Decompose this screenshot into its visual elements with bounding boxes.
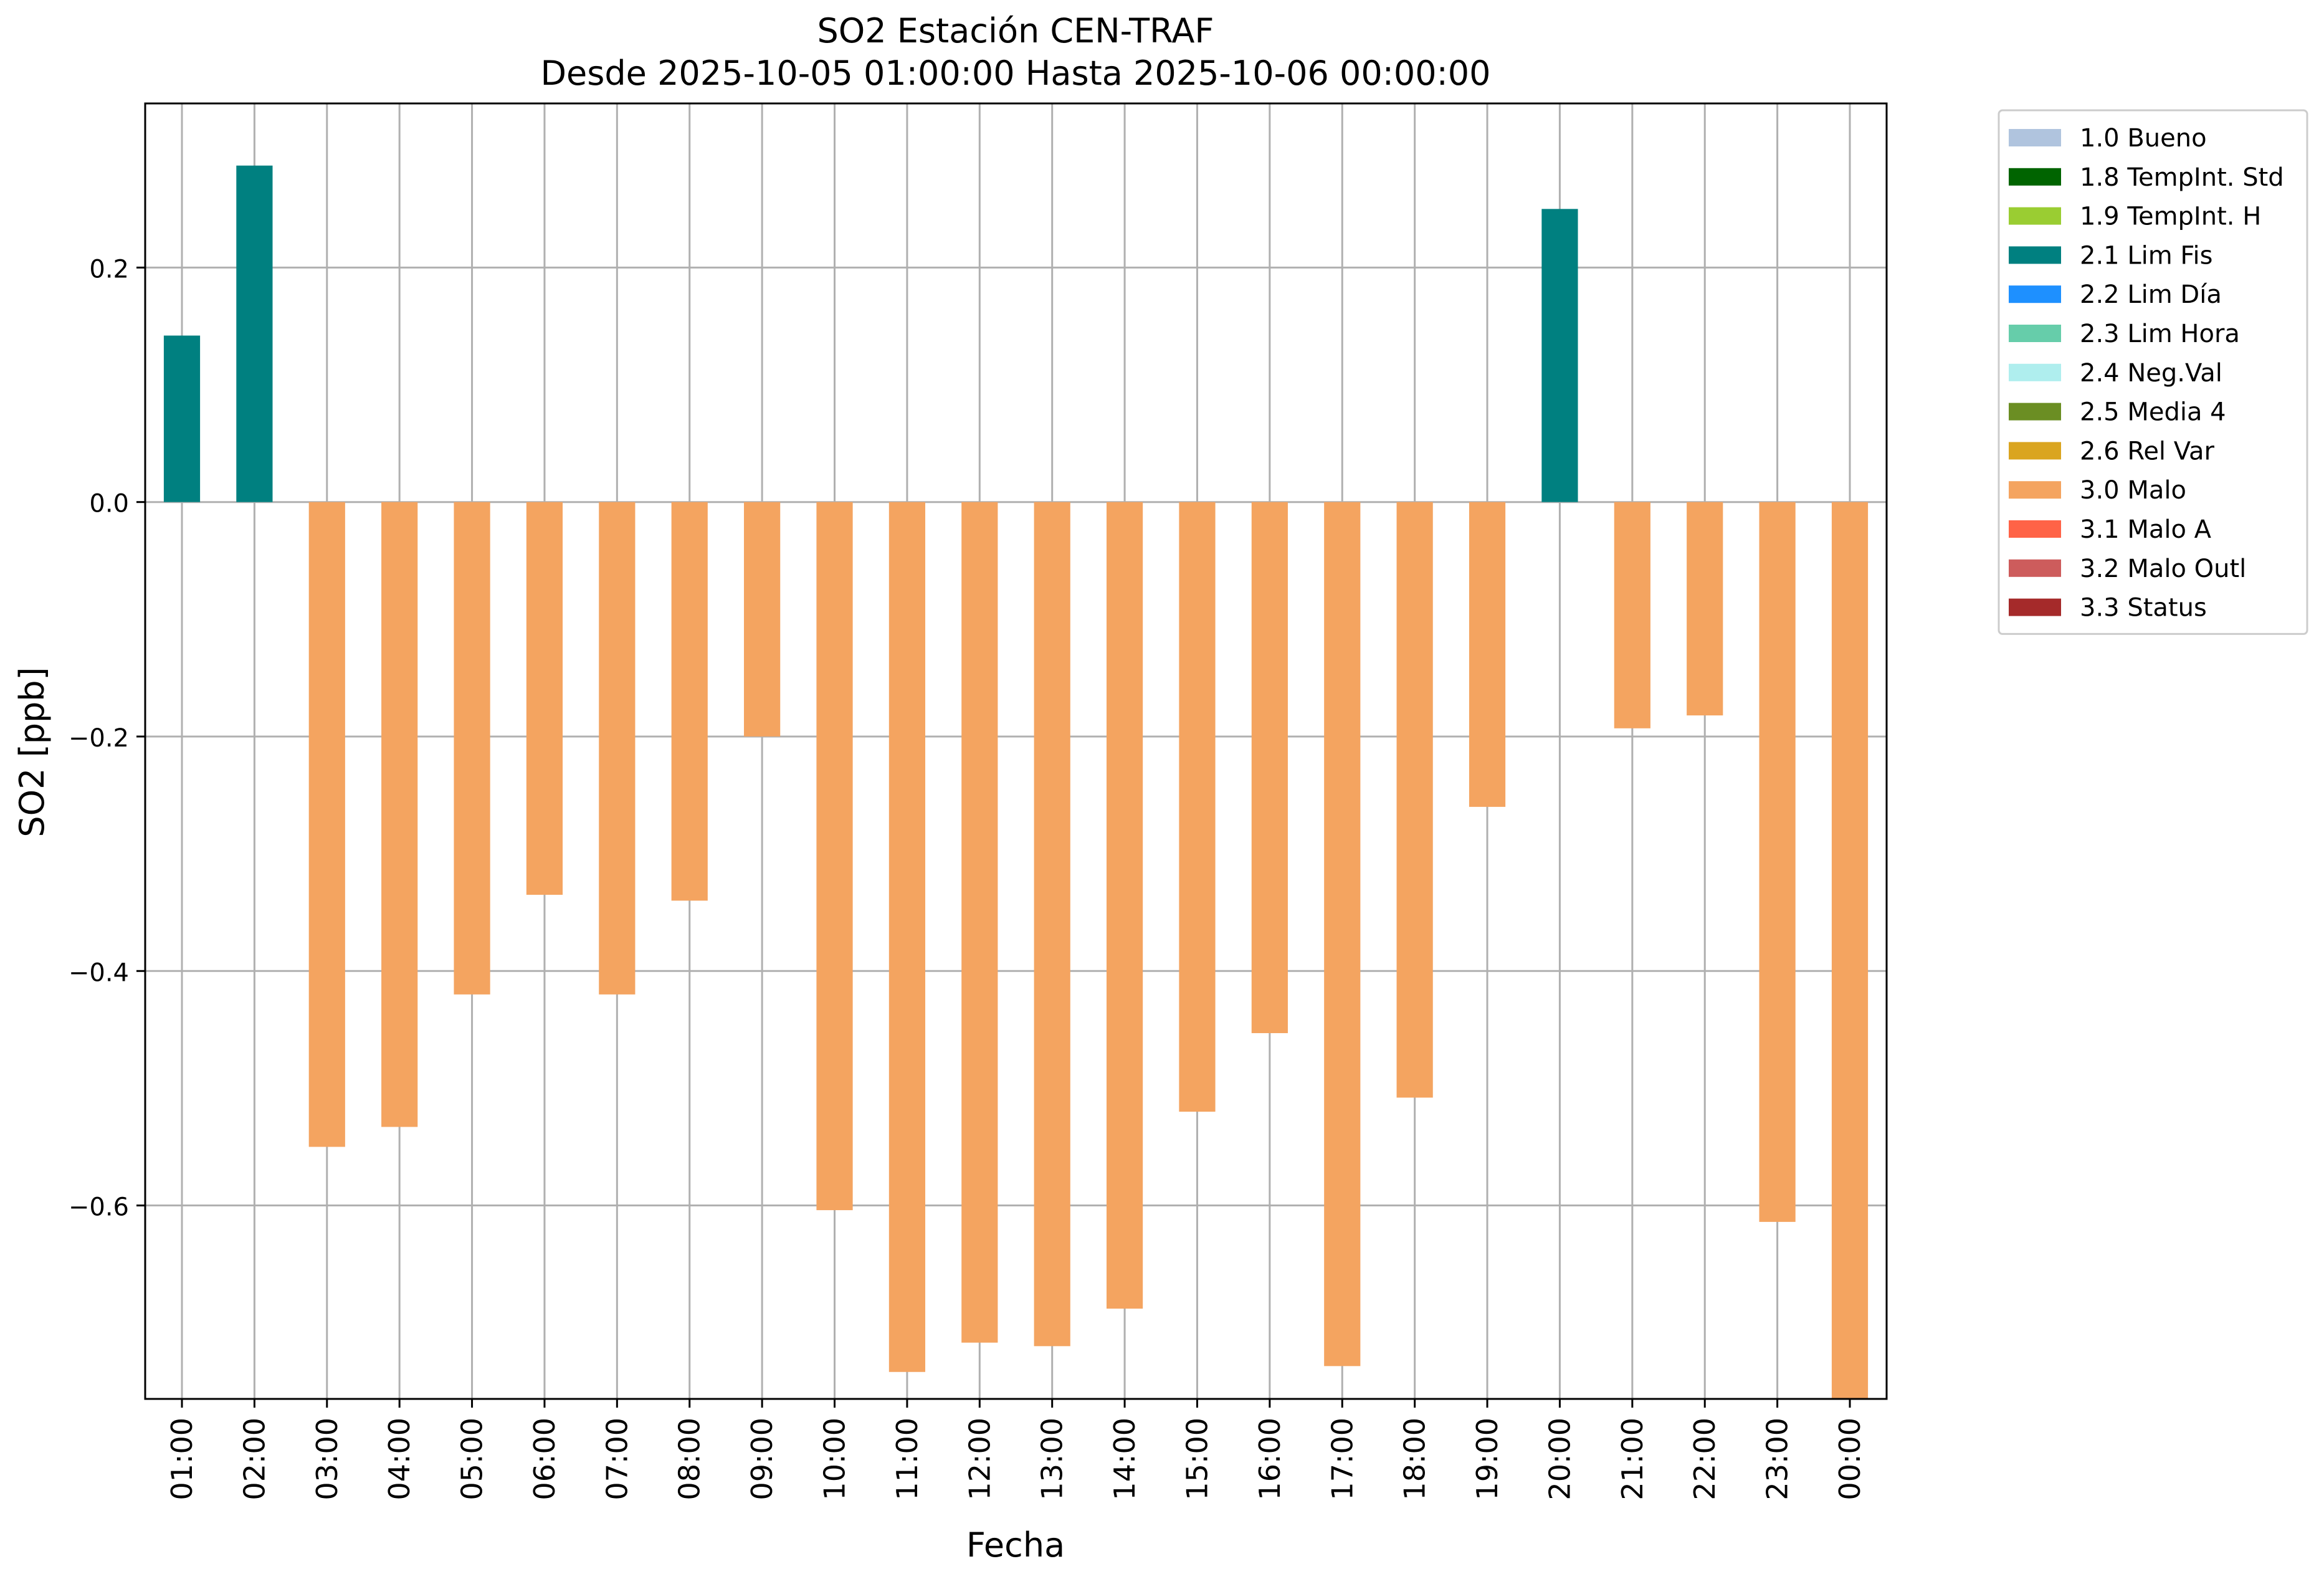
chart-subtitle: Desde 2025-10-05 01:00:00 Hasta 2025-10-… (540, 54, 1490, 93)
legend-swatch (2009, 325, 2061, 342)
y-axis-label: SO2 [ppb] (12, 667, 52, 837)
bar (816, 502, 853, 1211)
legend-label: 2.1 Lim Fis (2080, 241, 2212, 270)
x-tick-label: 11:00 (890, 1418, 924, 1500)
bar (1687, 502, 1723, 716)
x-tick-label: 01:00 (165, 1418, 199, 1500)
y-tick-label: −0.6 (69, 1193, 129, 1222)
legend-swatch (2009, 168, 2061, 186)
bar (1179, 502, 1216, 1112)
x-tick-label: 18:00 (1398, 1418, 1432, 1500)
bar (1034, 502, 1070, 1347)
bar (1759, 502, 1796, 1222)
legend-swatch (2009, 285, 2061, 303)
x-tick-label: 06:00 (528, 1418, 561, 1500)
bar (526, 502, 563, 895)
legend-label: 2.4 Neg.Val (2080, 359, 2222, 388)
legend-swatch (2009, 207, 2061, 225)
x-tick-label: 09:00 (745, 1418, 779, 1500)
plot-frame (144, 102, 1888, 1400)
legend-swatch (2009, 559, 2061, 577)
x-tick-label: 04:00 (383, 1418, 416, 1500)
x-tick-label: 02:00 (237, 1418, 271, 1500)
y-tick-label: 0.2 (89, 255, 129, 284)
x-tick-label: 15:00 (1180, 1418, 1214, 1500)
bar (308, 502, 345, 1147)
bar (961, 502, 998, 1343)
x-tick-label: 19:00 (1470, 1418, 1504, 1500)
bar (671, 502, 708, 901)
legend-swatch (2009, 246, 2061, 264)
x-tick-label: 07:00 (600, 1418, 634, 1500)
bar (454, 502, 490, 995)
legend-swatch (2009, 598, 2061, 616)
bar (1469, 502, 1506, 807)
bar (163, 335, 201, 502)
y-tick-label: 0.0 (89, 490, 129, 518)
bar (1106, 502, 1143, 1309)
legend-label: 3.0 Malo (2080, 476, 2186, 505)
x-tick-label: 05:00 (455, 1418, 489, 1500)
legend-box (1998, 109, 2308, 635)
bar (744, 502, 781, 737)
legend-swatch (2009, 129, 2061, 146)
x-tick-label: 17:00 (1325, 1418, 1359, 1500)
x-axis-label: Fecha (966, 1525, 1065, 1565)
bars-group (163, 165, 1869, 1399)
legend-label: 1.8 TempInt. Std (2080, 163, 2284, 192)
legend-label: 2.2 Lim Día (2080, 280, 2222, 309)
legend-label: 2.3 Lim Hora (2080, 320, 2240, 348)
bar (1614, 502, 1650, 728)
legend-label: 1.0 Bueno (2080, 124, 2207, 153)
legend-swatch (2009, 403, 2061, 421)
x-tick-label: 14:00 (1108, 1418, 1141, 1500)
bar (1251, 502, 1288, 1033)
legend: 1.0 Bueno 1.8 TempInt. Std 1.9 TempInt. H 2… (1998, 109, 2308, 635)
legend-swatch (2009, 363, 2061, 381)
legend-swatch (2009, 481, 2061, 499)
x-tick-label: 21:00 (1616, 1418, 1649, 1500)
legend-label: 2.6 Rel Var (2080, 437, 2215, 465)
x-tick-label: 20:00 (1543, 1418, 1576, 1500)
x-tick-label: 00:00 (1833, 1418, 1867, 1500)
legend-label: 1.9 TempInt. H (2080, 203, 2261, 231)
y-tick-label: −0.4 (69, 958, 129, 987)
y-axis: −0.6 −0.4 −0.2 0.0 0.2 (69, 255, 145, 1222)
x-tick-label: 10:00 (818, 1418, 852, 1500)
legend-label: 3.2 Malo Outl (2080, 555, 2246, 583)
legend-swatch (2009, 520, 2061, 538)
x-tick-label: 12:00 (963, 1418, 996, 1500)
x-tick-label: 08:00 (673, 1418, 707, 1500)
legend-swatch (2009, 442, 2061, 460)
bar (599, 502, 636, 995)
x-tick-label: 03:00 (310, 1418, 344, 1500)
legend-label: 3.1 Malo A (2080, 515, 2212, 544)
x-tick-label: 22:00 (1688, 1418, 1722, 1500)
bar (236, 165, 273, 502)
legend-label: 3.3 Status (2080, 594, 2207, 623)
x-tick-label: 16:00 (1253, 1418, 1287, 1500)
bar (1831, 502, 1869, 1399)
y-tick-label: −0.2 (69, 724, 129, 753)
bar (1396, 502, 1433, 1098)
bar (1324, 502, 1361, 1367)
x-axis: 01:00 02:00 03:00 04:00 05:00 06:00 07:00 08:00… (165, 1399, 1867, 1500)
x-tick-label: 23:00 (1761, 1418, 1794, 1500)
bar (381, 502, 418, 1127)
x-tick-label: 13:00 (1036, 1418, 1069, 1500)
bar (1541, 209, 1578, 502)
bar (888, 502, 926, 1372)
chart-title: SO2 Estación CEN-TRAF (817, 11, 1214, 50)
legend-label: 2.5 Media 4 (2080, 398, 2226, 427)
